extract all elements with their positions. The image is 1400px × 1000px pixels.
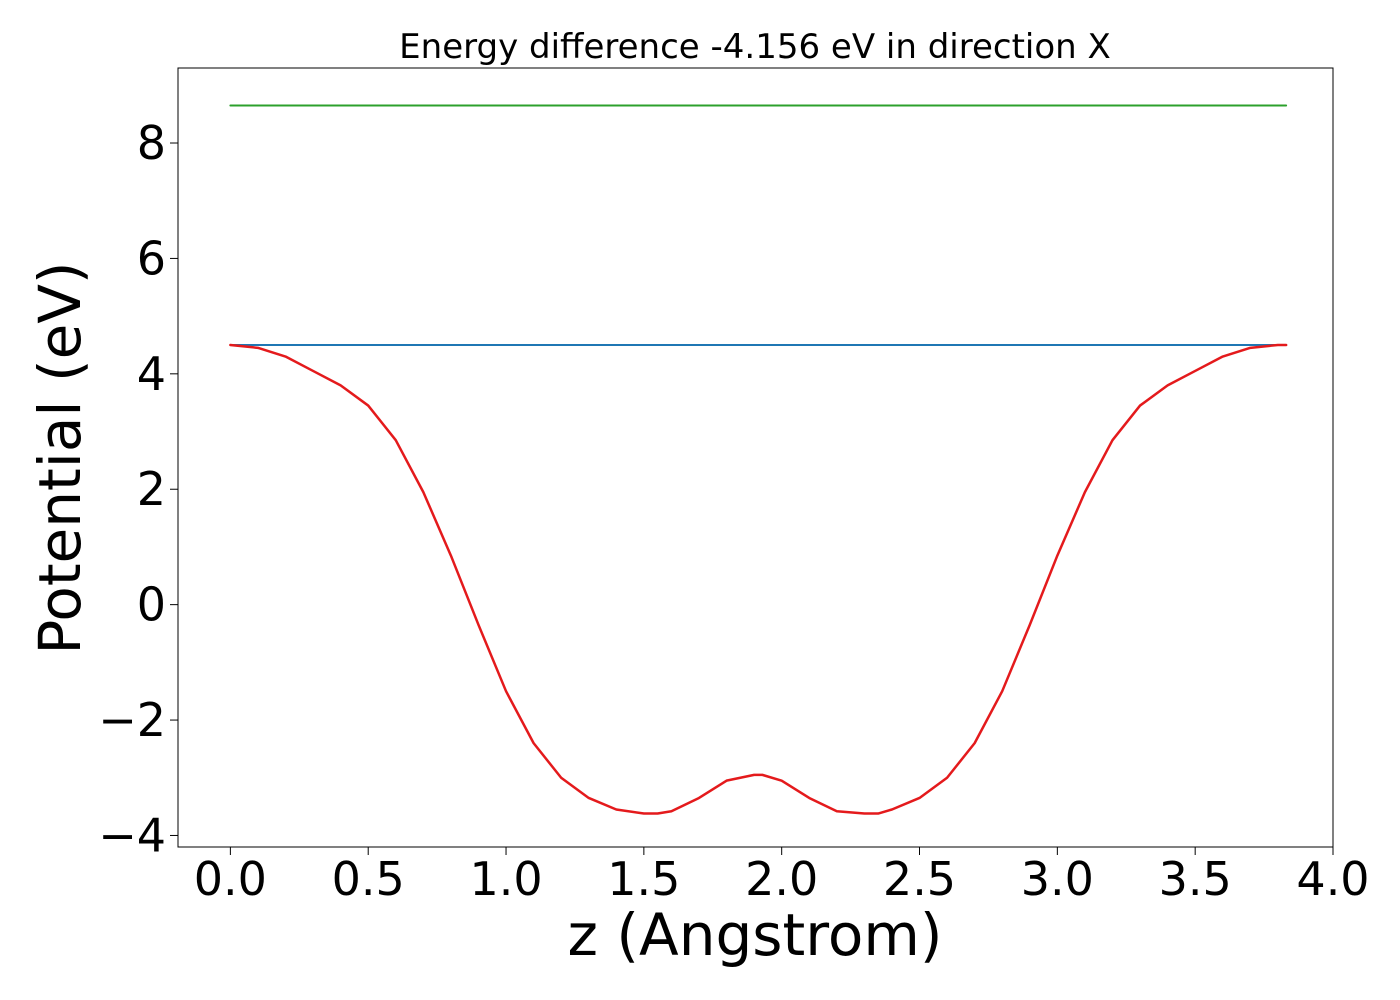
x-tick-label: 1.0 [469,852,542,906]
x-tick-label: 1.5 [607,852,680,906]
chart-title: Energy difference -4.156 eV in direction… [399,27,1111,67]
x-tick-label: 0.0 [194,852,267,906]
y-tick-label: −4 [98,808,166,862]
x-axis: 0.0 0.5 1.0 1.5 2.0 2.5 3.0 3.5 4.0 [194,847,1370,906]
y-tick-label: −2 [98,693,166,747]
x-tick-label: 2.0 [745,852,818,906]
plot-frame [177,67,1334,848]
series-line-3 [229,343,1288,815]
y-tick-label: 4 [137,347,166,401]
y-axis: −4 −2 0 2 4 6 8 [98,116,178,862]
x-tick-label: 2.5 [883,852,956,906]
y-tick-label: 2 [137,462,166,516]
x-axis-label: z (Angstrom) [568,901,943,969]
plot-area [177,67,1334,848]
y-tick-label: 6 [137,231,166,285]
x-tick-label: 3.5 [1159,852,1232,906]
x-tick-label: 4.0 [1296,852,1369,906]
y-tick-label: 0 [137,578,166,632]
y-axis-label: Potential (eV) [26,261,94,654]
x-tick-label: 3.0 [1021,852,1094,906]
series-layer [229,104,1288,815]
x-tick-label: 0.5 [332,852,405,906]
y-tick-label: 8 [137,116,166,170]
